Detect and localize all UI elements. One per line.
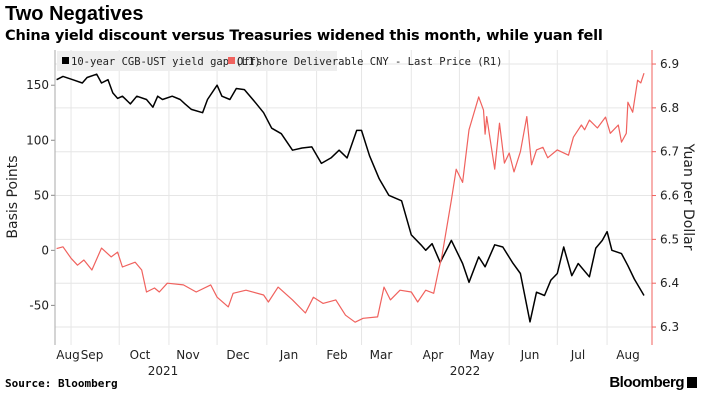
right-tick-label: 6.7 xyxy=(660,145,679,159)
terminal-icon xyxy=(687,377,697,388)
right-tick-label: 6.5 xyxy=(660,232,679,246)
right-axis-title: Yuan per Dollar xyxy=(680,143,696,251)
x-tick-label: Jan xyxy=(279,348,299,362)
right-tick-label: 6.3 xyxy=(660,320,679,334)
x-tick-label: Apr xyxy=(423,348,444,362)
bloomberg-logo: Bloomberg xyxy=(609,374,697,391)
right-tick-label: 6.4 xyxy=(660,276,679,290)
x-tick-label: Aug xyxy=(56,348,79,362)
x-tick-label: Nov xyxy=(176,348,199,362)
legend-box xyxy=(57,51,337,71)
legend-swatch-yield-gap xyxy=(62,57,69,64)
series-line-cny xyxy=(56,73,645,323)
legend-label: Offshore Deliverable CNY - Last Price (R… xyxy=(237,56,503,68)
right-tick-label: 6.9 xyxy=(660,57,679,71)
chart-subtitle: China yield discount versus Treasuries w… xyxy=(5,28,603,44)
x-tick-label: Sep xyxy=(81,348,104,362)
left-tick-label: 100 xyxy=(26,133,49,147)
right-tick-label: 6.8 xyxy=(660,101,679,115)
source-note: Source: Bloomberg xyxy=(5,377,118,390)
x-year-label: 2021 xyxy=(148,364,179,378)
left-axis-title: Basis Points xyxy=(5,155,21,238)
x-tick-label: Feb xyxy=(326,348,347,362)
x-year-label: 2022 xyxy=(450,364,481,378)
left-tick-label: 50 xyxy=(34,188,49,202)
left-tick-label: 0 xyxy=(41,243,49,257)
logo-text: Bloomberg xyxy=(609,374,684,391)
legend-label: 10-year CGB-UST yield gap (L1) xyxy=(71,56,261,68)
x-tick-label: Aug xyxy=(616,348,639,362)
chart-title: Two Negatives xyxy=(5,3,144,25)
x-tick-label: Oct xyxy=(130,348,151,362)
left-tick-label: 150 xyxy=(26,78,49,92)
left-tick-label: -50 xyxy=(29,298,49,312)
x-tick-label: Jun xyxy=(520,348,540,362)
x-tick-label: Dec xyxy=(226,348,249,362)
right-tick-label: 6.6 xyxy=(660,189,679,203)
legend-swatch-cny xyxy=(228,57,235,64)
x-tick-label: Jul xyxy=(570,348,585,362)
x-tick-label: May xyxy=(470,348,495,362)
series-line-yield-gap xyxy=(56,73,645,323)
x-tick-label: Mar xyxy=(370,348,393,362)
